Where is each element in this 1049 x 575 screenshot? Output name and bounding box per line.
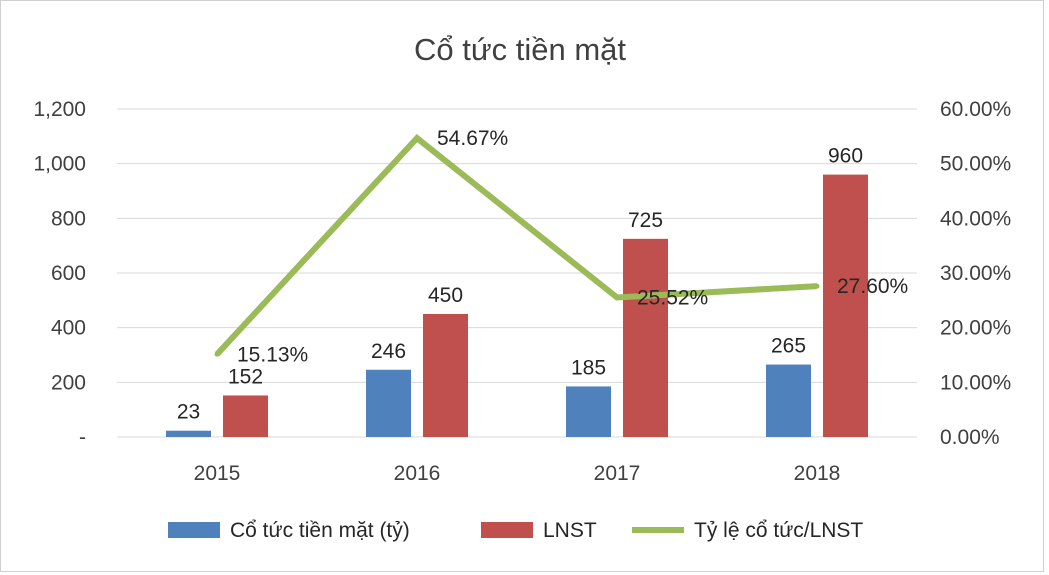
ratio-line-point: [614, 294, 620, 300]
legend: Cổ tức tiền mặt (tỷ) LNST Tỷ lệ cổ tức/LNS…: [168, 519, 863, 542]
bar-lnst: [623, 238, 668, 437]
line-series: [214, 134, 820, 357]
left-axis-tick-labels: - 200 400 600 800 1,000 1,200: [33, 98, 86, 449]
x-axis-tick-label: 2016: [394, 462, 441, 485]
data-labels: 23 246 185 265 152 450 725 960 15.13% 54.67% 25.52…: [177, 127, 908, 424]
right-axis-tick-label: 60.00%: [940, 98, 1011, 121]
line-data-label: 15.13%: [237, 343, 308, 366]
bar-lnst: [223, 395, 268, 437]
legend-label: Tỷ lệ cổ tức/LNST: [694, 519, 863, 542]
left-axis-tick-label: -: [79, 426, 86, 449]
right-axis-tick-label: 30.00%: [940, 262, 1011, 285]
bar-data-label: 265: [771, 335, 806, 358]
x-axis-tick-label: 2015: [194, 462, 241, 485]
line-data-label: 27.60%: [837, 275, 908, 298]
bar-lnst: [423, 314, 468, 437]
bar-series: [166, 174, 868, 437]
bar-data-label: 725: [628, 209, 663, 232]
ratio-line: [214, 134, 818, 357]
ratio-line-point: [414, 135, 420, 141]
bar-data-label: 246: [371, 340, 406, 363]
left-axis-tick-label: 1,000: [33, 153, 86, 176]
legend-swatch: [481, 522, 533, 538]
x-axis-tick-label: 2017: [594, 462, 641, 485]
line-data-label: 54.67%: [437, 127, 508, 150]
right-axis-tick-label: 50.00%: [940, 153, 1011, 176]
legend-label: Cổ tức tiền mặt (tỷ): [230, 519, 410, 542]
left-axis-tick-label: 200: [51, 371, 86, 394]
bar-data-label: 152: [228, 365, 263, 388]
right-axis-tick-label: 40.00%: [940, 207, 1011, 230]
bar-data-label: 960: [828, 145, 863, 168]
left-axis-tick-label: 1,200: [33, 98, 86, 121]
line-data-label: 25.52%: [637, 286, 708, 309]
left-axis-tick-label: 600: [51, 262, 86, 285]
chart-title: Cổ tức tiền mặt: [414, 32, 626, 67]
bar-data-label: 450: [428, 284, 463, 307]
legend-label: LNST: [543, 519, 597, 542]
x-axis-tick-label: 2018: [794, 462, 841, 485]
right-axis-tick-label: 20.00%: [940, 317, 1011, 340]
right-axis-tick-labels: 0.00% 10.00% 20.00% 30.00% 40.00% 50.00% 60.00…: [940, 98, 1011, 449]
left-axis-tick-label: 800: [51, 207, 86, 230]
bar-dividend: [166, 430, 211, 437]
legend-swatch: [168, 522, 220, 538]
right-axis-tick-label: 0.00%: [940, 426, 1000, 449]
bar-data-label: 185: [571, 356, 606, 379]
bar-dividend: [366, 369, 411, 437]
x-axis-tick-labels: 2015 2016 2017 2018: [194, 462, 841, 485]
bar-lnst: [823, 174, 868, 437]
left-axis-tick-label: 400: [51, 317, 86, 340]
bar-data-label: 23: [177, 401, 200, 424]
ratio-line-point: [214, 351, 220, 357]
ratio-line-point: [814, 283, 820, 289]
right-axis-tick-label: 10.00%: [940, 371, 1011, 394]
bar-dividend: [766, 364, 811, 437]
bar-dividend: [566, 386, 611, 437]
